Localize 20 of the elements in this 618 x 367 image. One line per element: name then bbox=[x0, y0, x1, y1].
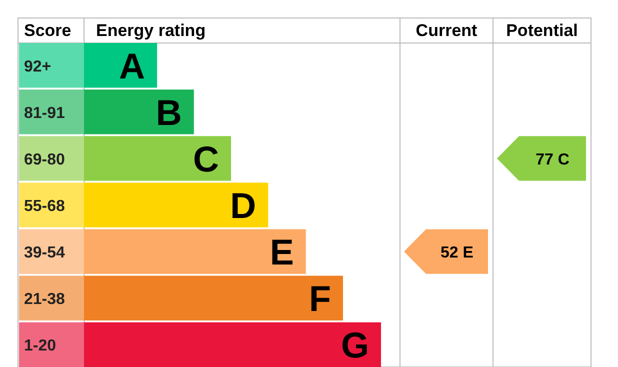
text: Potential bbox=[506, 21, 578, 40]
annotation: B bbox=[156, 92, 182, 133]
annotation: A bbox=[119, 45, 146, 86]
y-tick-label: 92+ bbox=[24, 58, 52, 76]
text: 77 C bbox=[536, 151, 570, 168]
annotation: Energy rating bbox=[96, 21, 206, 40]
y-tick-label: 39-54 bbox=[24, 244, 66, 262]
text: 52 E bbox=[440, 244, 474, 262]
y-tick-label: 21-38 bbox=[24, 291, 66, 308]
y-tick-label: 55-68 bbox=[24, 198, 66, 215]
text: Current bbox=[416, 21, 478, 40]
y-tick-label: 81-91 bbox=[24, 104, 66, 122]
annotation: C bbox=[193, 138, 220, 180]
annotation: G bbox=[340, 324, 369, 366]
y-tick-label: 69-80 bbox=[24, 151, 66, 168]
y-tick-label: 1-20 bbox=[24, 338, 56, 355]
annotation: F bbox=[308, 278, 331, 320]
annotation: D bbox=[230, 185, 256, 226]
text: Score bbox=[24, 21, 72, 40]
annotation: E bbox=[270, 232, 294, 273]
